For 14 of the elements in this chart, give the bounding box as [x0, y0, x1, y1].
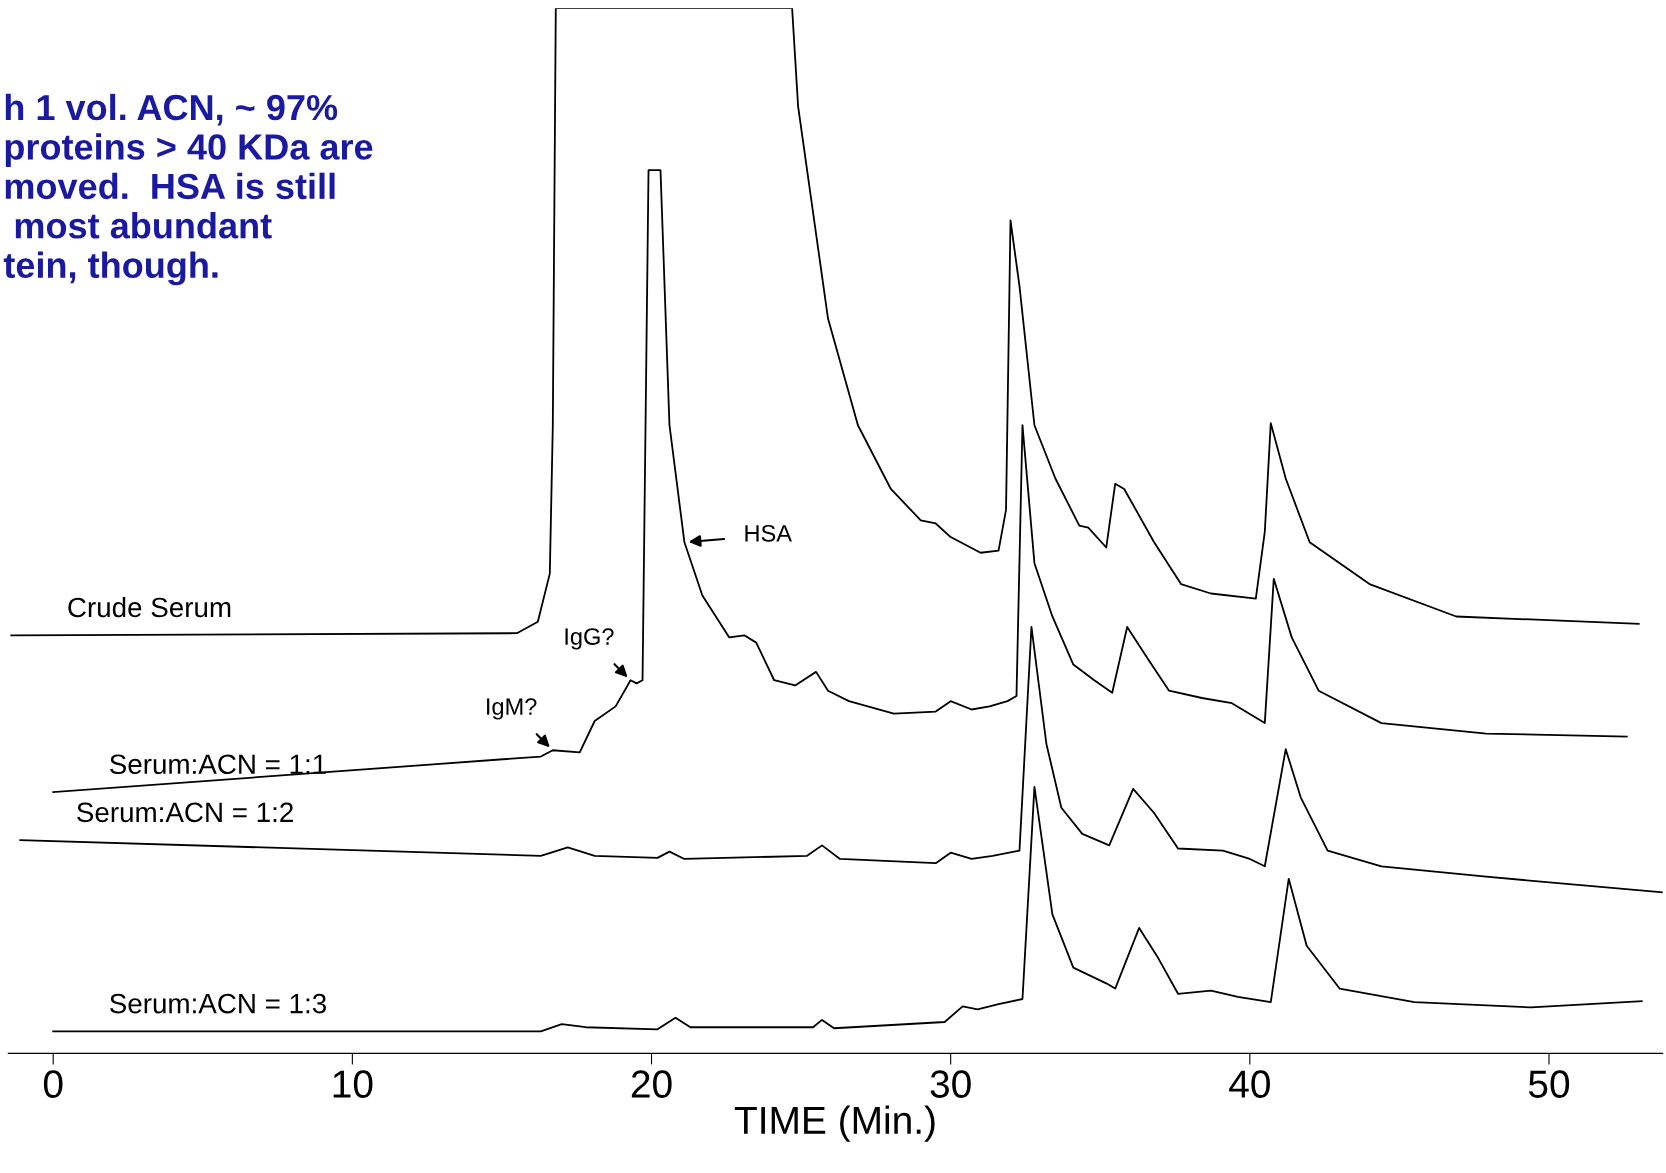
x-tick-label: 50: [1528, 1070, 1570, 1098]
x-tick-label: 10: [333, 1070, 373, 1098]
x-axis-title: TIME (Min.): [734, 1105, 935, 1142]
annotation: h 1 vol. ACN, ~ 97% proteins > 40 KDa are moved. HSA is still most abundant tein, though.: [3, 93, 373, 286]
annotation: IgM?: [487, 698, 537, 720]
series-label: Crude Serum: [68, 596, 231, 618]
x-tick-label: 20: [631, 1070, 672, 1098]
annotation: HSA: [745, 524, 792, 542]
series-label: Serum:ACN = 1:2: [77, 802, 293, 823]
x-tick-label: 0: [43, 1070, 63, 1098]
series-label: Serum:ACN = 1:3: [110, 993, 326, 1014]
annotation: IgG?: [565, 628, 614, 650]
x-tick-label: 40: [1229, 1070, 1270, 1098]
x-tick-label: 30: [930, 1070, 971, 1098]
